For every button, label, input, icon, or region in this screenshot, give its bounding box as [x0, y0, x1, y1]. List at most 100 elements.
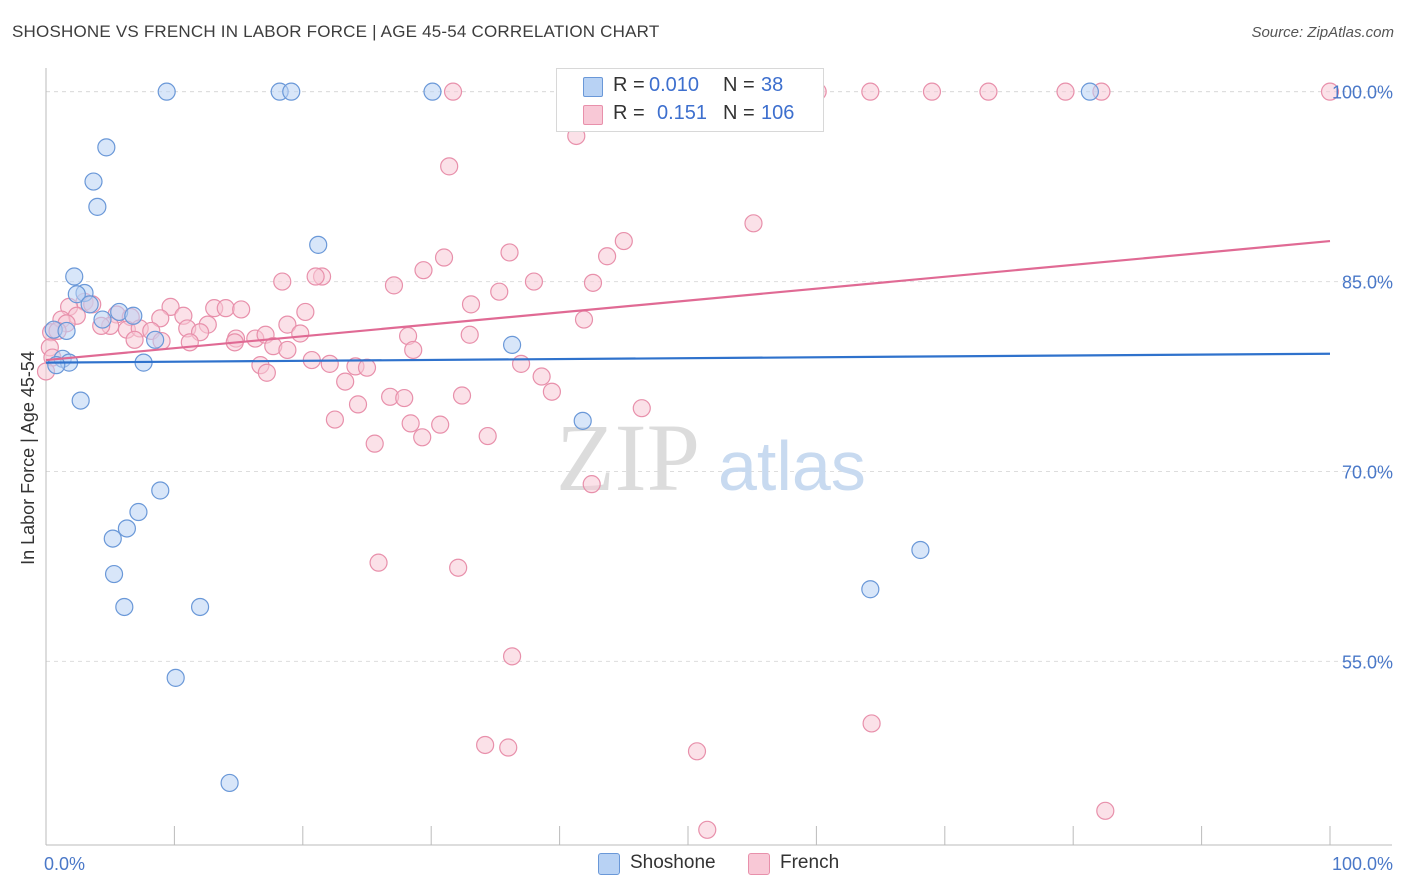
shoshone-point [146, 330, 165, 349]
r-value: 0.151 [657, 102, 708, 124]
french-point [861, 82, 880, 101]
french-point [511, 354, 531, 373]
french-point [452, 386, 472, 405]
shoshone-point [115, 597, 134, 617]
french-point [583, 273, 603, 292]
shoshone-point [190, 597, 210, 617]
french-point [365, 434, 384, 453]
shoshone-point [84, 172, 103, 191]
x-tick-label: 100.0% [1332, 854, 1393, 874]
shoshone-point [103, 529, 122, 548]
french-point [440, 157, 459, 176]
watermark: ZIP atlas [556, 404, 866, 511]
french-point [161, 297, 180, 316]
shoshone-point [151, 481, 170, 500]
french-point [614, 231, 633, 251]
source-label: Source: ZipAtlas.com [1251, 24, 1394, 41]
shoshone-point [104, 564, 124, 584]
french-point [369, 553, 388, 572]
shoshone-point [71, 391, 90, 410]
french-point [431, 415, 450, 434]
shoshone-point [423, 82, 442, 101]
french-point [325, 410, 344, 429]
shoshone-point [80, 295, 99, 314]
legend-label: Shoshone [630, 852, 716, 873]
french-point [582, 475, 601, 494]
watermark-atlas: atlas [718, 427, 866, 505]
points-layer [36, 82, 1340, 839]
french-point [502, 647, 522, 666]
shoshone-point [282, 82, 301, 101]
shoshone-point [93, 310, 112, 329]
french-point [401, 414, 420, 433]
french-point [336, 372, 355, 391]
y-tick-label: 55.0% [1342, 652, 1393, 672]
shoshone-point [1080, 82, 1099, 101]
french-point [574, 310, 594, 329]
n-value: 38 [761, 74, 784, 96]
french-point [490, 282, 509, 301]
shoshone-point [124, 306, 143, 325]
shoshone-point [573, 411, 592, 430]
shoshone-point [502, 335, 522, 354]
french-point [744, 214, 763, 233]
french-point [151, 309, 170, 328]
french-point [598, 247, 617, 266]
shoshone-point [57, 321, 76, 341]
shoshone-point [861, 580, 880, 599]
shoshone-point [129, 502, 148, 522]
y-tick-label: 70.0% [1342, 462, 1393, 482]
french-point [413, 428, 432, 447]
french-point [414, 261, 433, 280]
french-point [460, 325, 479, 344]
french-point [542, 382, 561, 401]
french-point [687, 742, 707, 761]
french-point [320, 354, 339, 373]
stats-row-shoshone: R = 0.010 N = 38 [557, 72, 823, 100]
grid-layer [46, 91, 1392, 662]
n-value: 106 [761, 102, 795, 124]
french-point [449, 558, 468, 577]
stats-legend: R = 0.010 N = 38 R = 0.151 N = 106 [556, 68, 824, 132]
french-point [232, 300, 251, 319]
french-point [499, 738, 518, 757]
french-point [698, 820, 717, 839]
n-label: N = [723, 74, 755, 96]
french-point [291, 324, 310, 343]
shoshone-swatch [583, 77, 603, 97]
trend-layer [45, 239, 1331, 364]
stats-row-french: R = 0.151 N = 106 [557, 100, 823, 128]
french-point [922, 82, 942, 101]
chart-title: SHOSHONE VS FRENCH IN LABOR FORCE | AGE … [12, 22, 660, 41]
french-point [862, 714, 881, 733]
r-value: 0.010 [649, 74, 700, 96]
french-point [384, 276, 404, 295]
french-point [216, 299, 235, 318]
shoshone-point [166, 668, 185, 687]
r-label: R = [613, 74, 645, 96]
y-tick-label: 85.0% [1342, 273, 1393, 293]
french-point [257, 363, 276, 382]
french-point [125, 330, 144, 349]
shoshone-point [157, 82, 176, 101]
shoshone-point [88, 197, 107, 216]
french-point [278, 340, 297, 360]
y-tick-label: 100.0% [1332, 83, 1393, 103]
n-label: N = [723, 102, 755, 124]
french-legend-swatch [748, 853, 770, 875]
shoshone-point [97, 138, 116, 157]
french-point [395, 388, 414, 408]
french-point [524, 272, 544, 291]
shoshone-point [67, 285, 86, 304]
shoshone-point [47, 356, 66, 375]
shoshone-point [911, 540, 930, 560]
french-point [478, 426, 497, 446]
labels-layer: 55.0% 70.0% 85.0% 100.0% 0.0% 100.0% In Labor … [18, 83, 1393, 874]
french-point [476, 735, 495, 755]
french-point [306, 267, 325, 286]
french-point [278, 315, 297, 334]
french-point [357, 358, 377, 377]
shoshone-legend-swatch [598, 853, 620, 875]
shoshone-point [65, 267, 84, 286]
